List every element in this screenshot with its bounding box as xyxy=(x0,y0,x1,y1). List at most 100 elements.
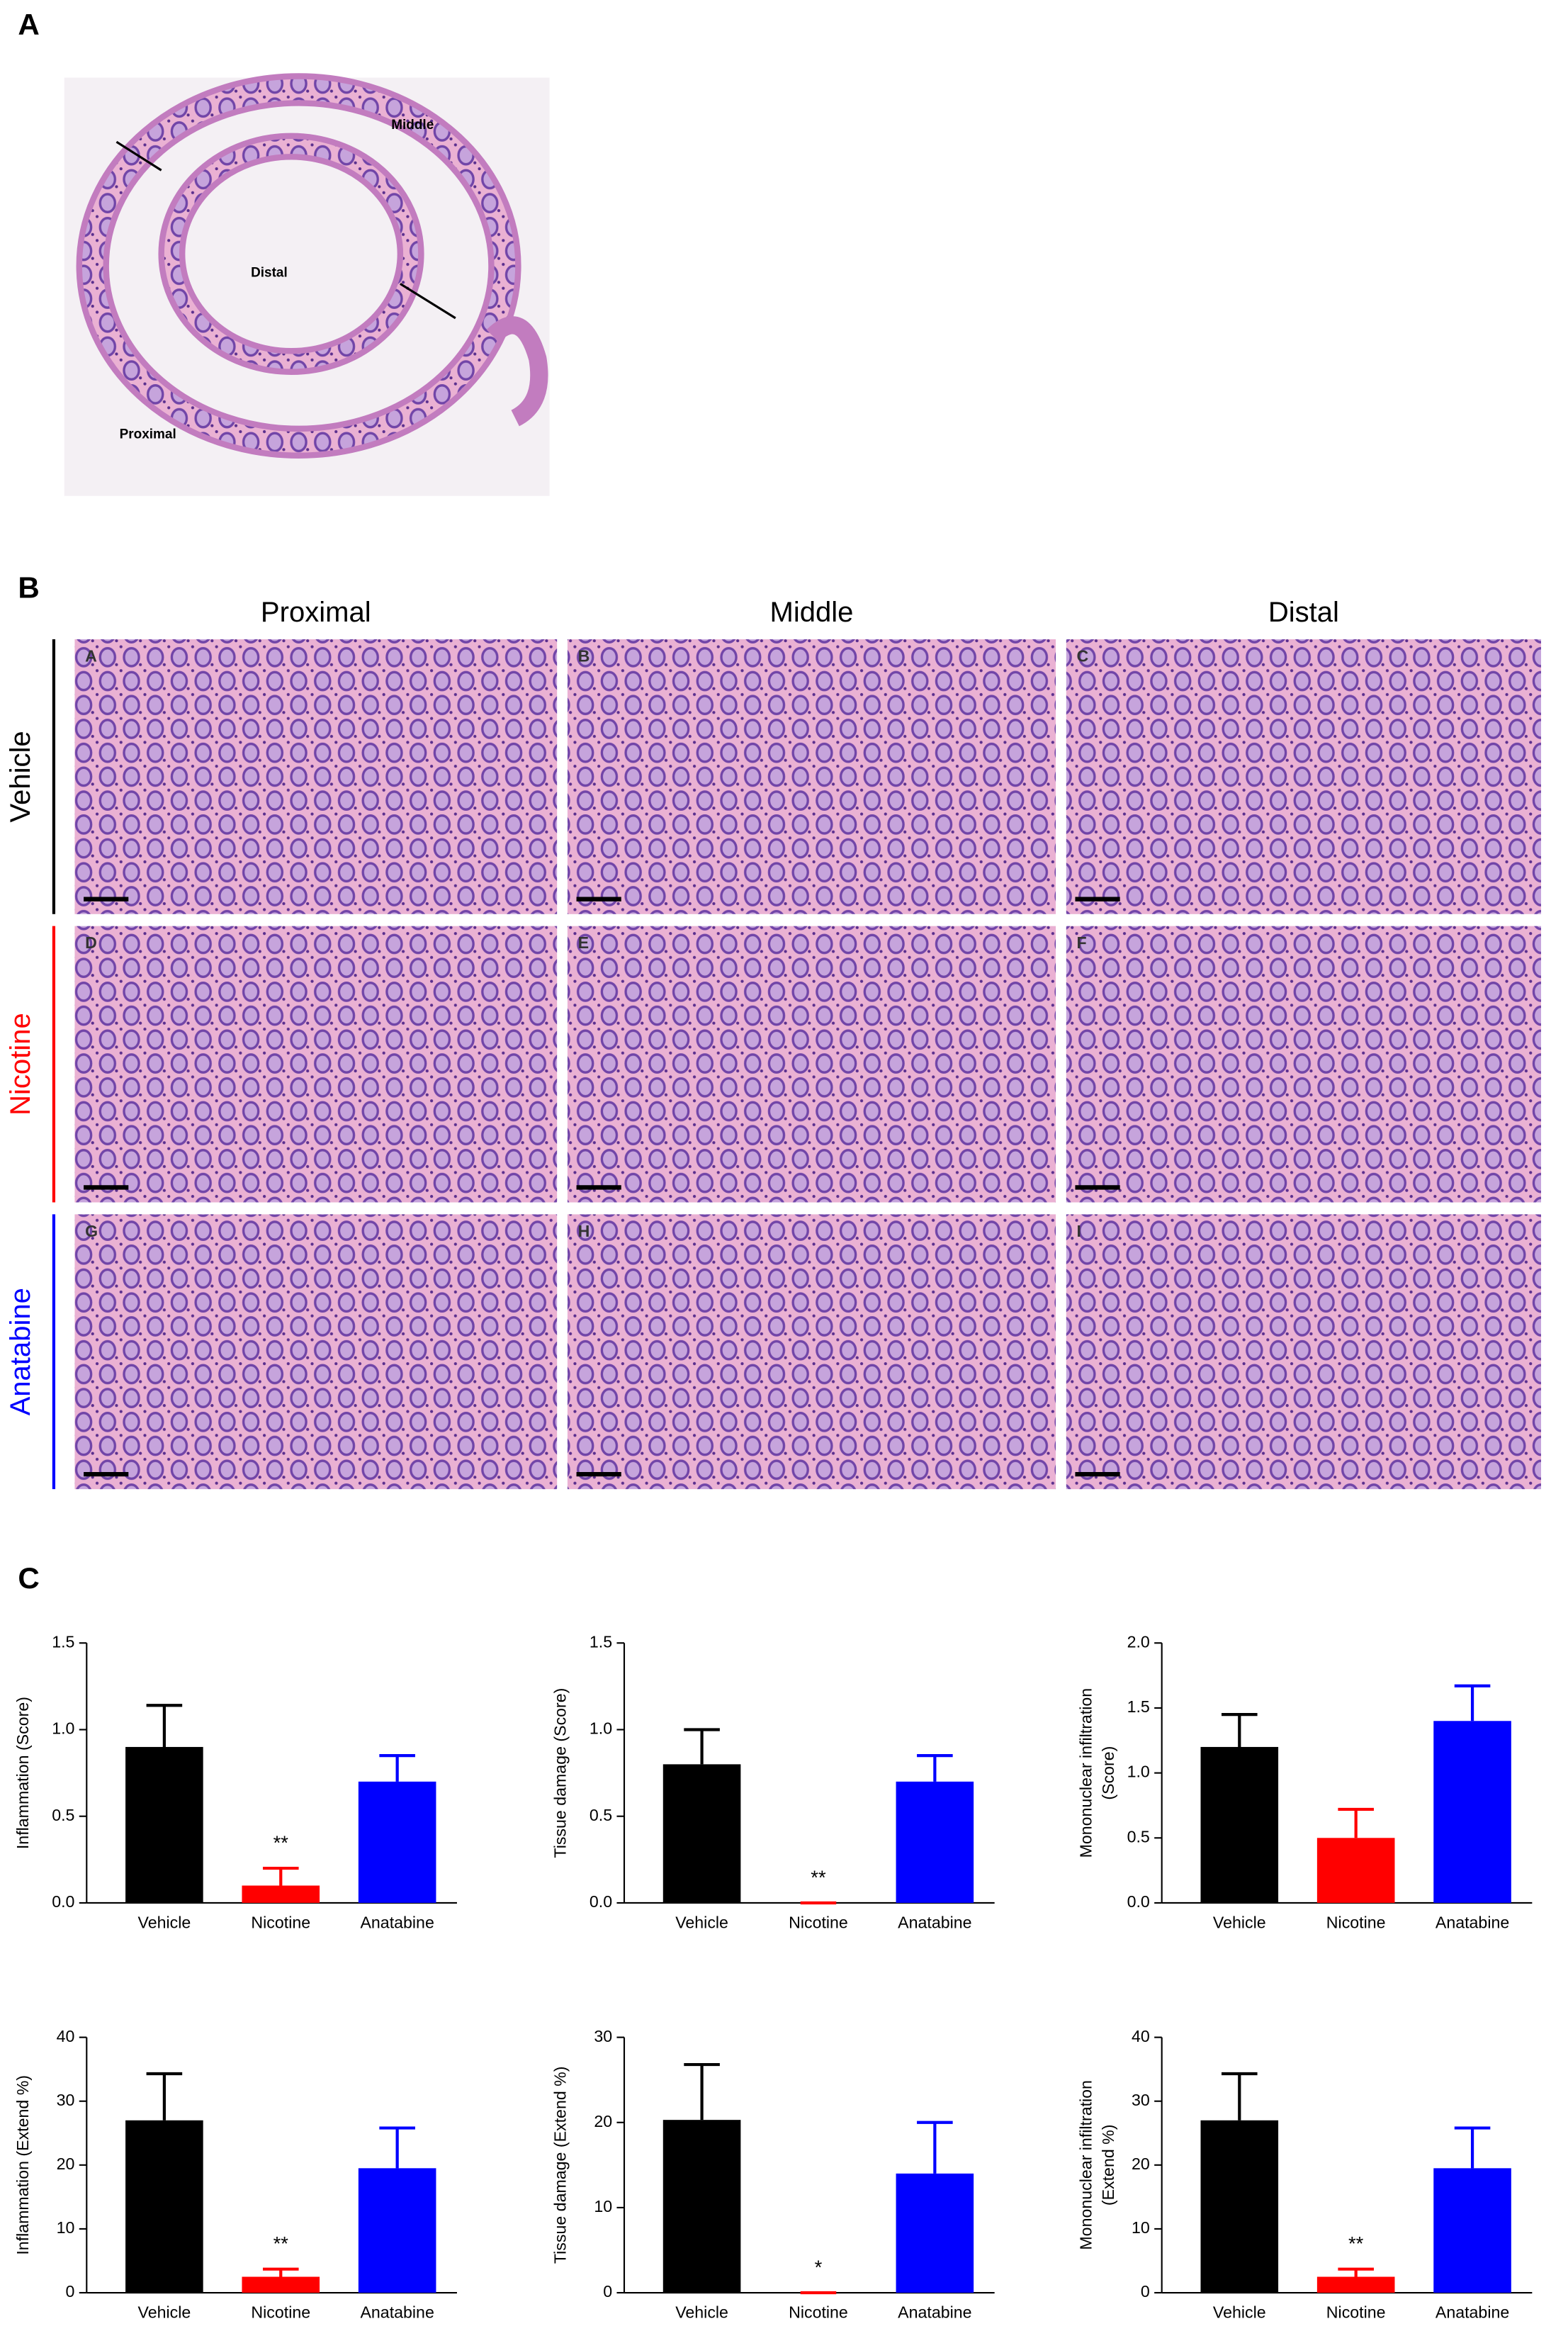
y-axis-label: Inflammation (Extend %) xyxy=(13,2075,32,2255)
subpanel-letter: D xyxy=(85,933,97,952)
y-tick-label: 0.5 xyxy=(590,1806,612,1824)
bar xyxy=(896,1781,974,1903)
histology-image xyxy=(567,1214,1056,1490)
y-axis-label: Inflammation (Score) xyxy=(13,1697,32,1849)
y-tick-label: 10 xyxy=(1132,2218,1150,2237)
subpanel-letter: F xyxy=(1077,933,1087,952)
subpanel-letter: E xyxy=(578,933,589,952)
error-bar xyxy=(684,1728,720,1765)
error-bar xyxy=(917,2120,953,2174)
y-tick-label: 20 xyxy=(1132,2155,1150,2173)
region-label: Proximal xyxy=(120,427,176,442)
histology-image xyxy=(567,926,1056,1203)
panel-label: A xyxy=(18,8,39,41)
error-bar xyxy=(262,1866,299,1886)
colon-section xyxy=(64,73,550,496)
x-tick-label: Anatabine xyxy=(898,1914,971,1932)
error-bar xyxy=(1454,1684,1491,1721)
significance: ** xyxy=(1348,2232,1364,2254)
error-bar xyxy=(917,1754,953,1782)
y-axis-label: Mononuclear infiltration xyxy=(1076,2080,1095,2250)
histology-image xyxy=(567,639,1056,914)
y-axis-label: Tissue damage (Extend %) xyxy=(551,2067,570,2264)
histology-image xyxy=(1066,639,1542,914)
y-tick-label: 10 xyxy=(57,2218,75,2237)
subpanel-letter: G xyxy=(85,1222,98,1240)
bar xyxy=(242,1885,320,1903)
row-label: Nicotine xyxy=(5,1013,36,1116)
y-tick-label: 30 xyxy=(1132,2091,1150,2109)
bar xyxy=(1316,1838,1395,1903)
y-tick-label: 1.0 xyxy=(590,1719,612,1738)
panel-label: B xyxy=(18,571,39,605)
bar xyxy=(1433,1721,1511,1903)
y-axis-label: Mononuclear infiltration xyxy=(1076,1688,1095,1858)
y-tick-label: 0.5 xyxy=(1127,1827,1150,1846)
error-bar xyxy=(1221,2072,1258,2120)
x-tick-label: Anatabine xyxy=(1436,2303,1509,2322)
subpanel-letter: H xyxy=(578,1222,590,1240)
bar xyxy=(1433,2168,1511,2293)
x-tick-label: Vehicle xyxy=(138,2303,191,2322)
row-label: Anatabine xyxy=(5,1288,36,1415)
y-tick-label: 2.0 xyxy=(1127,1632,1150,1651)
y-tick-label: 20 xyxy=(57,2155,75,2173)
x-tick-label: Nicotine xyxy=(251,2303,310,2322)
y-tick-label: 0 xyxy=(1141,2282,1150,2301)
significance: ** xyxy=(273,1832,289,1854)
x-tick-label: Vehicle xyxy=(1213,2303,1266,2322)
histology-image xyxy=(1066,926,1542,1203)
y-tick-label: 20 xyxy=(594,2112,612,2130)
y-tick-label: 0.0 xyxy=(590,1892,612,1911)
histology-image xyxy=(74,1214,558,1490)
y-tick-label: 1.5 xyxy=(1127,1697,1150,1716)
y-tick-label: 0.0 xyxy=(52,1892,74,1911)
histology-image xyxy=(1066,1214,1542,1490)
region-label: Distal xyxy=(251,266,288,281)
x-tick-label: Nicotine xyxy=(789,1914,848,1932)
subpanel-letter: B xyxy=(578,646,590,665)
x-tick-label: Vehicle xyxy=(138,1914,191,1932)
error-bar xyxy=(262,2267,299,2277)
x-tick-label: Anatabine xyxy=(1436,1914,1509,1932)
bar xyxy=(662,2120,741,2293)
x-tick-label: Nicotine xyxy=(789,2303,848,2322)
error-bar xyxy=(1338,2267,1374,2277)
x-tick-label: Vehicle xyxy=(675,2303,728,2322)
y-axis-label: (Score) xyxy=(1099,1746,1117,1800)
histology-image xyxy=(74,926,558,1203)
subpanel-letter: A xyxy=(85,646,97,665)
y-tick-label: 30 xyxy=(594,2027,612,2045)
bar xyxy=(1200,1746,1279,1903)
row-label: Vehicle xyxy=(5,731,36,822)
bar xyxy=(662,1764,741,1903)
y-tick-label: 10 xyxy=(594,2197,612,2215)
bar xyxy=(125,2120,203,2293)
y-tick-label: 40 xyxy=(1132,2027,1150,2045)
column-header: Distal xyxy=(1268,597,1339,628)
y-axis-label: (Extend %) xyxy=(1099,2125,1117,2206)
x-tick-label: Anatabine xyxy=(898,2303,971,2322)
y-tick-label: 40 xyxy=(57,2027,75,2045)
bar xyxy=(896,2173,974,2293)
y-tick-label: 1.0 xyxy=(1127,1763,1150,1781)
x-tick-label: Vehicle xyxy=(675,1914,728,1932)
subpanel-letter: C xyxy=(1077,646,1089,665)
y-tick-label: 0.5 xyxy=(52,1806,74,1824)
x-tick-label: Nicotine xyxy=(1326,2303,1386,2322)
bar xyxy=(1200,2120,1279,2293)
y-tick-label: 1.0 xyxy=(52,1719,74,1738)
significance: ** xyxy=(273,2232,289,2254)
error-bar xyxy=(379,1754,415,1782)
error-bar xyxy=(146,1704,183,1747)
panel-label: C xyxy=(18,1561,39,1595)
y-tick-label: 0.0 xyxy=(1127,1892,1150,1911)
significance: * xyxy=(815,2257,823,2279)
error-bar xyxy=(684,2062,720,2120)
bar xyxy=(1316,2276,1395,2293)
bar xyxy=(125,1746,203,1903)
bar xyxy=(358,1781,436,1903)
error-bar xyxy=(1338,1807,1374,1838)
